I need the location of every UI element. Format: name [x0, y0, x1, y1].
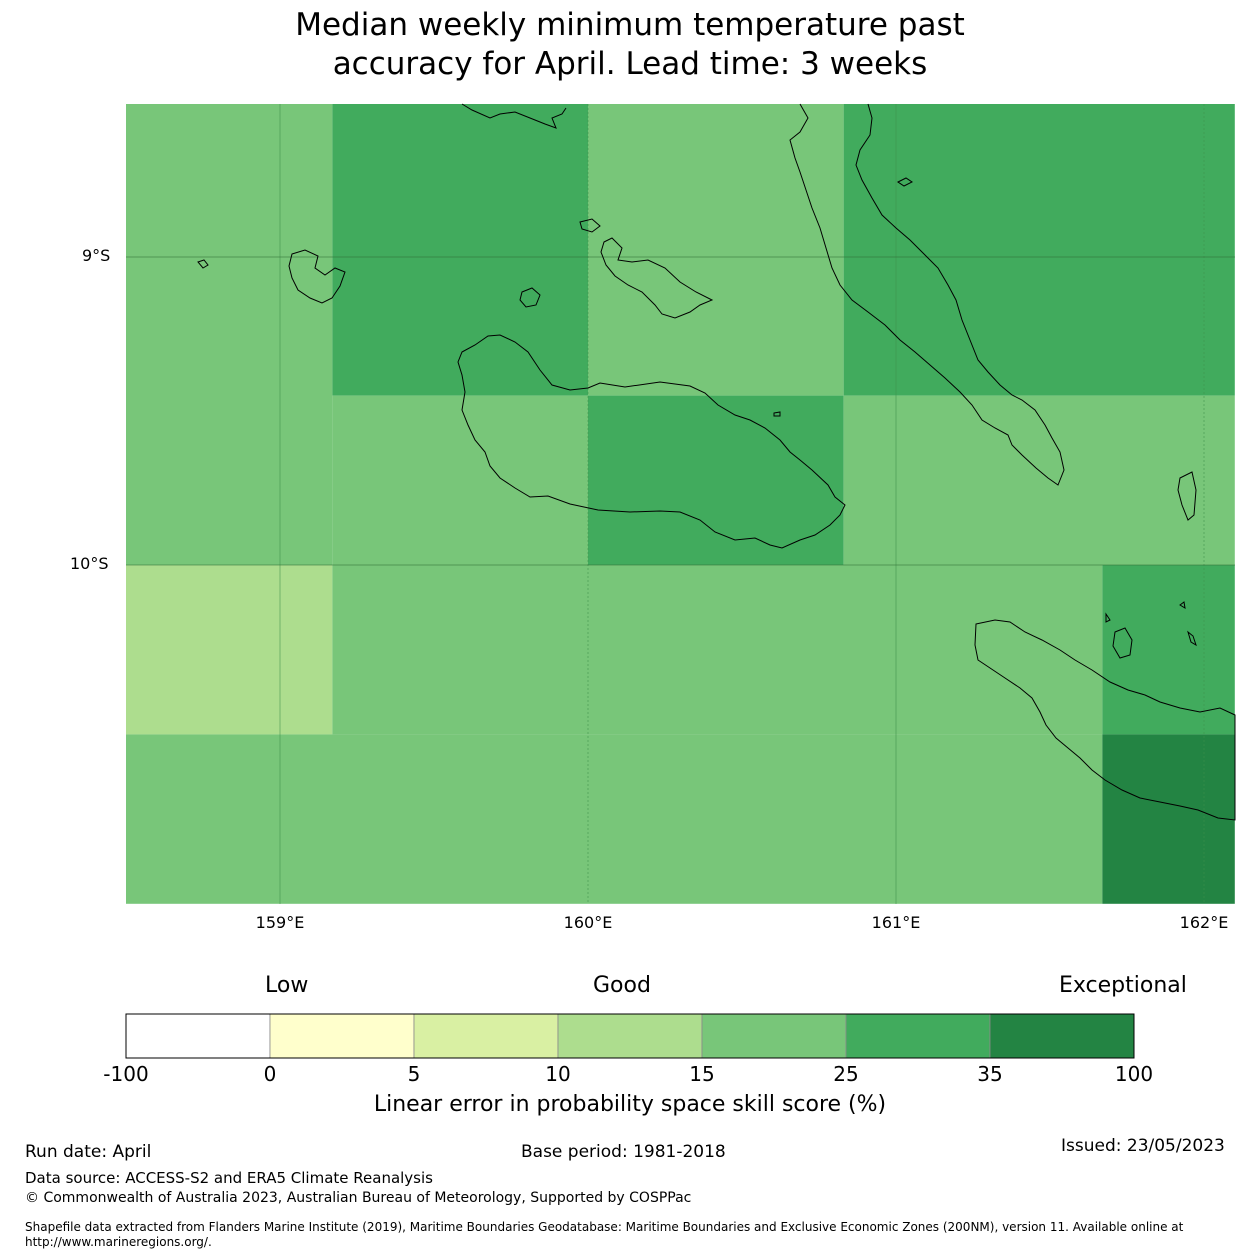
- coastline-malaita: [789, 103, 1065, 486]
- lon-label-162e: 162°E: [1179, 913, 1229, 932]
- copyright: © Commonwealth of Australia 2023, Austra…: [25, 1190, 692, 1206]
- coastline-santa-isabel: [461, 103, 567, 129]
- colorbar-tick-0: 0: [263, 1062, 277, 1086]
- colorbar-label-low: Low: [265, 973, 309, 998]
- colorbar-swatch-3: [557, 1013, 703, 1059]
- coastline-islet-2: [1187, 630, 1197, 647]
- colorbar-title: Linear error in probability space skill …: [373, 1092, 887, 1117]
- issued-date: Issued: 23/05/2023: [1061, 1136, 1225, 1156]
- grid-cell-8: [332, 565, 1103, 735]
- grid-cell-2: [588, 104, 844, 396]
- colorbar-swatch-6: [989, 1013, 1135, 1059]
- coastline-small-island-north: [579, 218, 601, 233]
- data-source: Data source: ACCESS-S2 and ERA5 Climate …: [25, 1169, 433, 1187]
- grid-cell-6: [843, 395, 1235, 565]
- grid-cell-1: [332, 104, 588, 396]
- shapefile-credit: Shapefile data extracted from Flanders M…: [25, 1220, 1245, 1250]
- grid-cell-4: [332, 395, 588, 565]
- colorbar-tick-15: 15: [689, 1062, 715, 1086]
- colorbar-swatches: [125, 1013, 1135, 1059]
- title-line-2: accuracy for April. Lead time: 3 weeks: [332, 46, 928, 82]
- grid-cell-5: [588, 395, 844, 565]
- colorbar-swatch-5: [845, 1013, 991, 1059]
- coastline-islet-3: [1105, 612, 1111, 623]
- coastline-islet-4: [773, 411, 781, 417]
- coastlines: [197, 103, 1236, 821]
- graticule: [126, 104, 1235, 904]
- coastline-islet-5: [897, 177, 913, 187]
- lat-label-9s: 9°S: [82, 246, 111, 265]
- colorbar-tick-10: 10: [545, 1062, 571, 1086]
- colorbar-swatch-2: [413, 1013, 559, 1059]
- title-line-1: Median weekly minimum temperature past: [295, 7, 965, 43]
- grid-cell-11: [1102, 734, 1235, 904]
- lon-label-161e: 161°E: [871, 913, 921, 932]
- colorbar-swatch-1: [269, 1013, 415, 1059]
- skill-grid-cells: [126, 104, 1235, 904]
- grid-cell-10: [126, 734, 1103, 904]
- shapefile-credit-line-1: Shapefile data extracted from Flanders M…: [25, 1220, 1184, 1234]
- colorbar-tick-5: 5: [407, 1062, 421, 1086]
- base-period: Base period: 1981-2018: [521, 1142, 726, 1162]
- lon-label-159e: 159°E: [255, 913, 305, 932]
- coastline-guadalcanal: [457, 334, 846, 549]
- colorbar-tick-25: 25: [833, 1062, 859, 1086]
- grid-cell-9: [1102, 565, 1235, 735]
- lat-label-10s: 10°S: [70, 554, 109, 573]
- coastline-ugi: [1112, 627, 1133, 659]
- coastline-ulawa: [1177, 471, 1197, 521]
- coastline-florida-islands: [600, 237, 714, 319]
- colorbar-label-good: Good: [593, 973, 651, 998]
- colorbar-swatch-0: [125, 1013, 271, 1059]
- run-date: Run date: April: [25, 1142, 152, 1162]
- grid-cell-0: [126, 104, 333, 565]
- grid-cell-7: [126, 565, 333, 735]
- colorbar-label-exceptional: Exceptional: [1059, 973, 1187, 998]
- coastline-islet-1: [1179, 601, 1186, 609]
- coastline-small-island-west: [197, 259, 209, 269]
- lon-label-160e: 160°E: [563, 913, 613, 932]
- coastline-makira: [974, 619, 1236, 821]
- coastline-savo: [519, 287, 541, 308]
- colorbar-tick-35: 35: [977, 1062, 1003, 1086]
- colorbar-outline: [125, 1013, 1135, 1059]
- colorbar-swatch-4: [701, 1013, 847, 1059]
- shapefile-credit-line-2: http://www.marineregions.org/.: [25, 1235, 212, 1249]
- map-title: Median weekly minimum temperature past a…: [0, 6, 1260, 84]
- colorbar-tick-100: 100: [1114, 1062, 1154, 1086]
- coastline-russell-islands: [288, 249, 346, 304]
- colorbar-tick-minus100: -100: [103, 1062, 149, 1086]
